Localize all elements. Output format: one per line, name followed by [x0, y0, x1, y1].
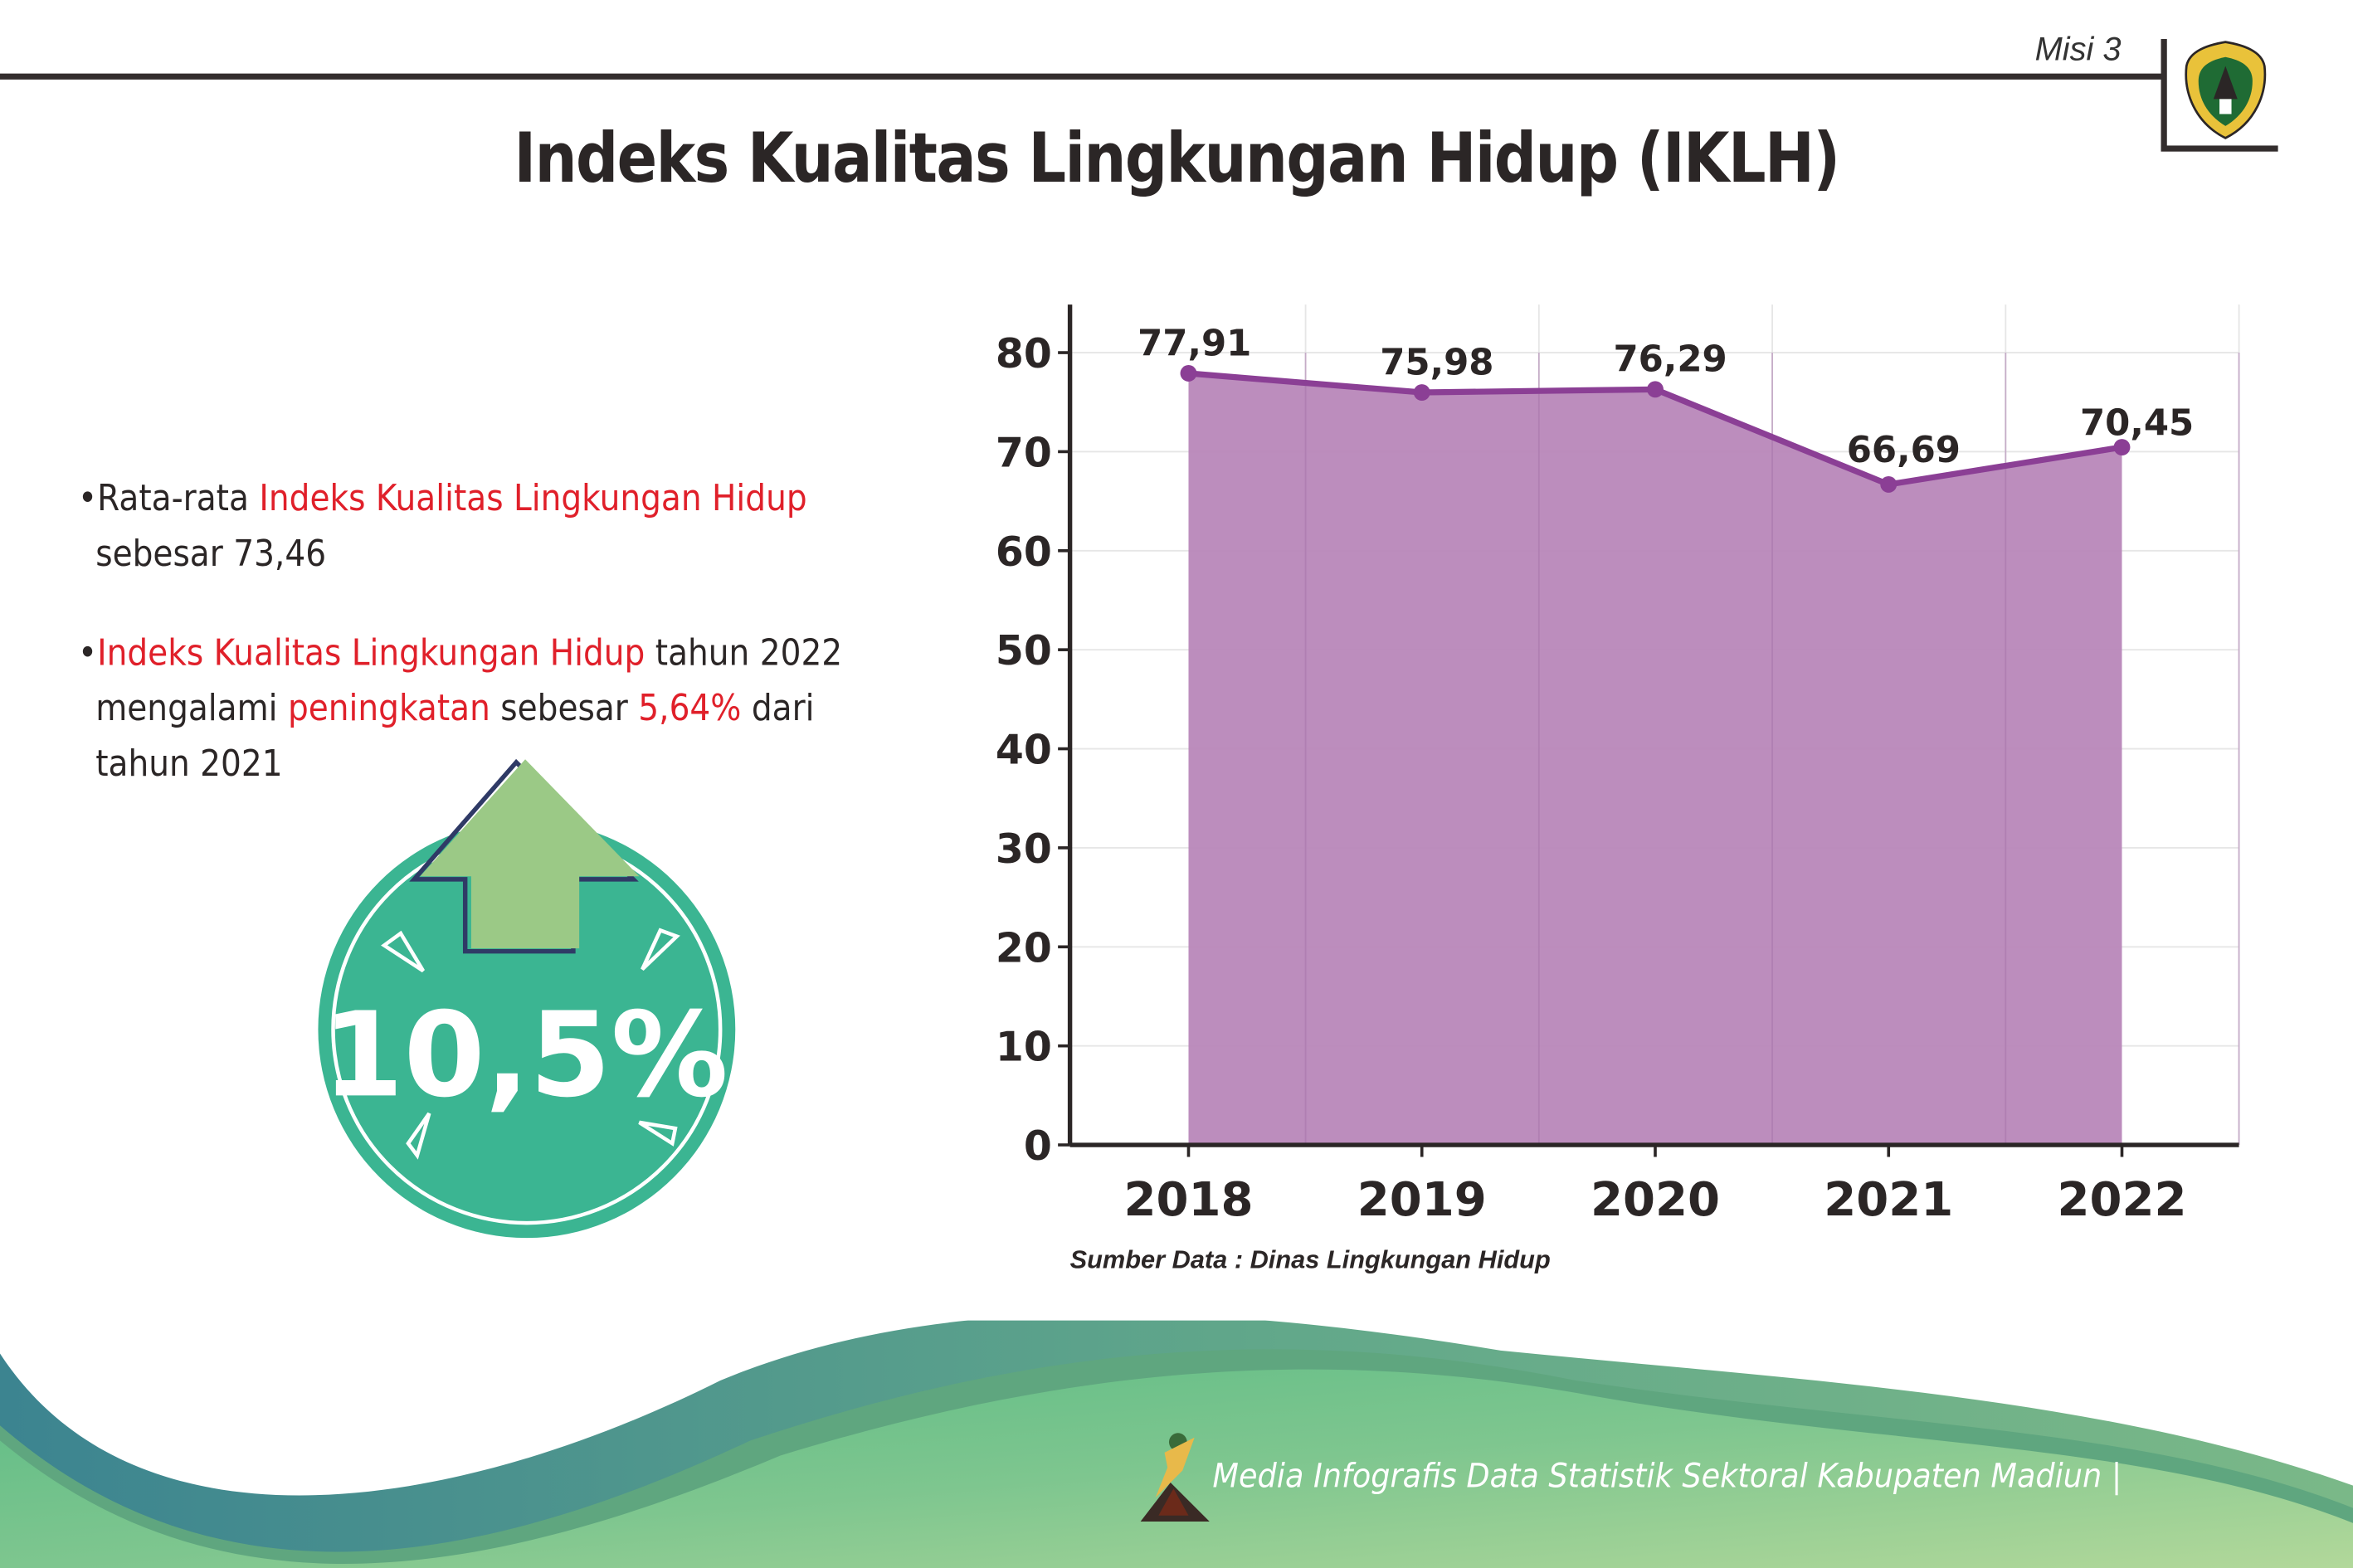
data-label: 75,98: [1380, 342, 1493, 383]
summary-point-average: •Rata-rata Indeks Kualitas Lingkungan Hi…: [78, 471, 943, 582]
y-tick-label: 30: [996, 825, 1052, 873]
page-title: Indeks Kualitas Lingkungan Hidup (IKLH): [514, 117, 1840, 198]
text: Rata-rata: [97, 477, 260, 519]
y-tick-label: 80: [996, 330, 1052, 377]
text: dari: [741, 687, 815, 730]
y-tick-label: 60: [996, 528, 1052, 576]
badge-value: 10,5%: [322, 987, 728, 1123]
data-label: 66,69: [1847, 430, 1961, 471]
footer-text: Media Infografis Data Statistik Sektoral…: [1212, 1458, 2122, 1497]
header-frame-divider: [2161, 145, 2278, 152]
text: sebesar: [490, 687, 639, 730]
data-point: [1180, 365, 1197, 382]
x-tick-label: 2020: [1591, 1173, 1720, 1227]
text: sebesar 73,46: [95, 533, 327, 575]
x-tick-label: 2022: [2058, 1173, 2187, 1227]
x-tick-label: 2019: [1357, 1173, 1487, 1227]
data-source: Sumber Data : Dinas Lingkungan Hidup: [1069, 1245, 1551, 1274]
x-tick-label: 2021: [1824, 1173, 1953, 1227]
data-point: [2113, 439, 2131, 455]
highlight-text: Indeks Kualitas Lingkungan Hidup: [97, 631, 645, 674]
area-fill: [1188, 373, 2122, 1146]
text: tahun 2022: [645, 631, 843, 674]
highlight-text: 5,64%: [638, 687, 742, 730]
data-label: 76,29: [1613, 339, 1727, 381]
data-label: 77,91: [1138, 323, 1251, 364]
growth-badge: 10,5%: [318, 758, 736, 1239]
kabupaten-madiun-logo: [2185, 41, 2267, 139]
footer-logo-icon: [1140, 1433, 1210, 1522]
header-divider: [0, 73, 2165, 80]
data-point: [1647, 381, 1664, 398]
header-frame-divider: [2161, 39, 2167, 150]
mission-label: Misi 3: [2034, 30, 2122, 68]
iklh-area-chart: 0 10 20 30 40 50 60 70 80 77,91 2018 75,98 2019 76,29…: [996, 304, 2240, 1227]
data-point: [1413, 384, 1430, 401]
y-tick-label: 20: [996, 924, 1052, 971]
text: mengalami: [95, 687, 288, 730]
text: tahun 2021: [95, 743, 283, 785]
data-label: 70,45: [2080, 403, 2194, 445]
arrow-up-icon: [409, 758, 640, 954]
y-tick-label: 0: [1024, 1122, 1052, 1170]
highlight-text: Indeks Kualitas Lingkungan Hidup: [259, 477, 807, 519]
bullet: •: [78, 477, 98, 519]
x-tick-label: 2018: [1123, 1173, 1253, 1227]
y-tick-label: 50: [996, 627, 1052, 674]
summary-point-change: •Indeks Kualitas Lingkungan Hidup tahun …: [78, 626, 943, 792]
bullet: •: [78, 631, 98, 674]
y-tick-label: 70: [996, 430, 1052, 477]
y-tick-label: 40: [996, 727, 1052, 774]
sparkle-decoration: [381, 928, 680, 1160]
footer-wave: [0, 1320, 2353, 1568]
highlight-text: peningkatan: [287, 687, 490, 730]
y-tick-label: 10: [996, 1024, 1052, 1071]
data-point: [1880, 475, 1898, 493]
